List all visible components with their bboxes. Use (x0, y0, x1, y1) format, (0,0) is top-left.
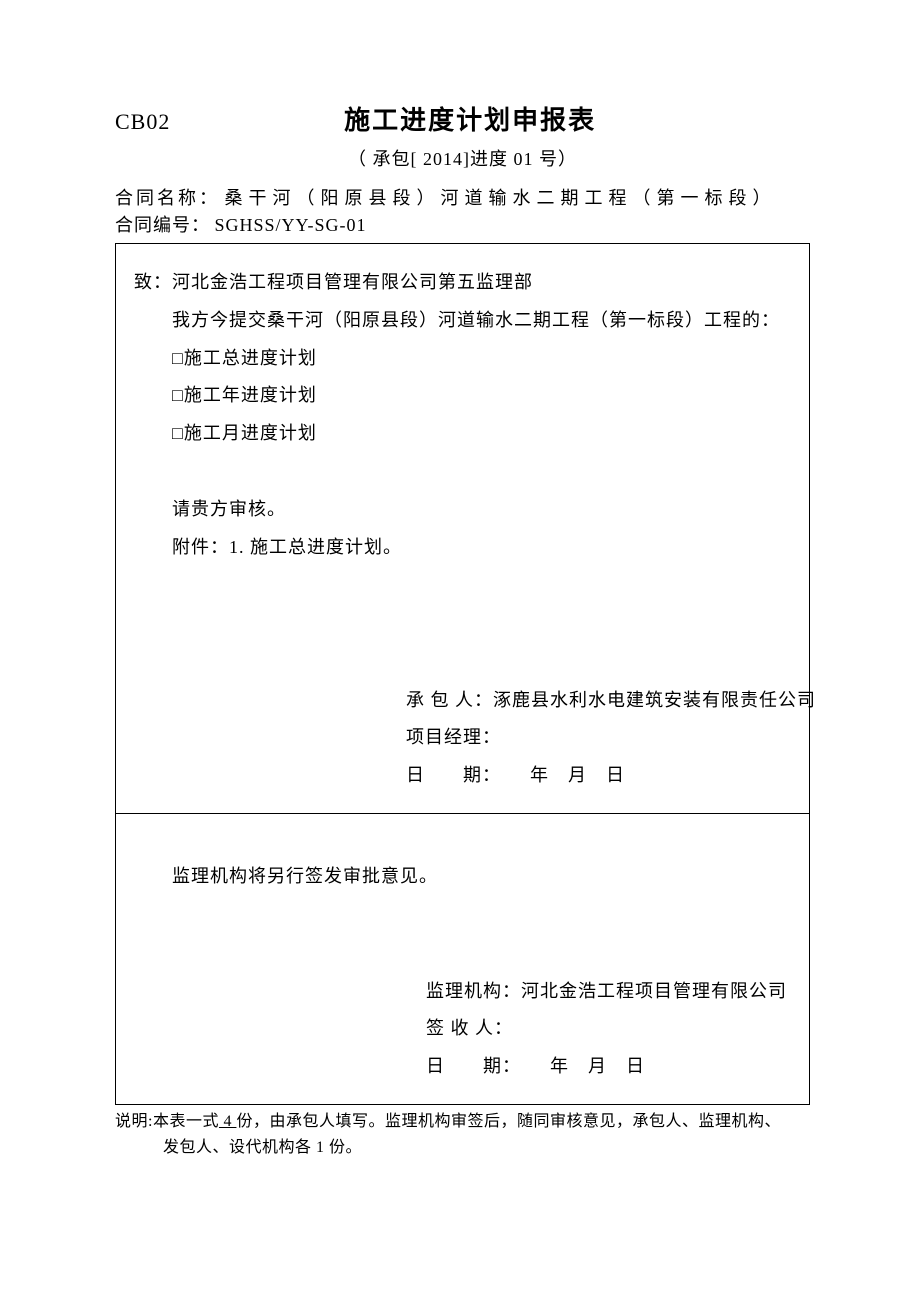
org-value: 河北金浩工程项目管理有限公司 (521, 981, 787, 1001)
contractor-label: 承 包 人： (406, 690, 493, 710)
section-bottom: 监理机构将另行签发审批意见。 监理机构：河北金浩工程项目管理有限公司 签 收 人… (116, 814, 809, 1104)
option-2: □施工年进度计划 (134, 377, 791, 415)
pm-label: 项目经理： (406, 727, 501, 747)
gap (134, 453, 791, 491)
org-label: 监理机构： (426, 981, 521, 1001)
option-1: □施工总进度计划 (134, 340, 791, 378)
note-copies: 4 (219, 1113, 237, 1130)
header-row: CB02 施工进度计划申报表 (115, 100, 810, 137)
attachment-line: 附件：1. 施工总进度计划。 (134, 529, 791, 567)
submit-line: 我方今提交桑干河（阳原县段）河道输水二期工程（第一标段）工程的： (134, 302, 791, 340)
date-value-bottom: 年 月 日 (512, 1056, 645, 1076)
to-line: 致：河北金浩工程项目管理有限公司第五监理部 (134, 264, 791, 302)
contract-num-label: 合同编号： (115, 215, 210, 235)
pm-row: 项目经理： (406, 719, 816, 757)
contract-name-value: 桑干河（阳原县段）河道输水二期工程（第一标段） (225, 188, 777, 208)
date-value-top: 年 月 日 (492, 765, 625, 785)
contract-name-label: 合同名称： (115, 188, 220, 208)
contract-num-row: 合同编号： SGHSS/YY-SG-01 (115, 212, 810, 239)
supervision-sig-block: 监理机构：河北金浩工程项目管理有限公司 签 收 人： 日 期： 年 月 日 (426, 973, 787, 1086)
option-3: □施工月进度计划 (134, 415, 791, 453)
org-row: 监理机构：河北金浩工程项目管理有限公司 (426, 973, 787, 1011)
subtitle: （ 承包[ 2014]进度 01 号） (115, 145, 810, 171)
date-label-bottom: 日 期： (426, 1056, 512, 1076)
request-line: 请贵方审核。 (134, 491, 791, 529)
note: 说明:本表一式 4 份，由承包人填写。监理机构审签后，随同审核意见，承包人、监理… (115, 1109, 810, 1160)
note-1b: 份，由承包人填写。监理机构审签后，随同审核意见，承包人、监理机构、 (236, 1113, 781, 1130)
gap-2 (134, 834, 791, 858)
note-line-2: 发包人、设代机构各 1 份。 (115, 1135, 810, 1161)
contractor-sig-block: 承 包 人：涿鹿县水利水电建筑安装有限责任公司 项目经理： 日 期： 年 月 日 (406, 682, 816, 795)
contract-info: 合同名称： 桑干河（阳原县段）河道输水二期工程（第一标段） 合同编号： SGHS… (115, 185, 810, 239)
receiver-row: 签 收 人： (426, 1010, 787, 1048)
contract-name-row: 合同名称： 桑干河（阳原县段）河道输水二期工程（第一标段） (115, 185, 810, 212)
note-1a: 说明:本表一式 (115, 1113, 219, 1130)
contractor-row: 承 包 人：涿鹿县水利水电建筑安装有限责任公司 (406, 682, 816, 720)
supervision-text: 监理机构将另行签发审批意见。 (134, 858, 791, 896)
page-title: 施工进度计划申报表 (130, 100, 810, 137)
note-line-1: 说明:本表一式 4 份，由承包人填写。监理机构审签后，随同审核意见，承包人、监理… (115, 1109, 810, 1135)
receiver-label: 签 收 人： (426, 1018, 513, 1038)
contract-num-value: SGHSS/YY-SG-01 (215, 215, 367, 235)
date-row-bottom: 日 期： 年 月 日 (426, 1048, 787, 1086)
date-label-top: 日 期： (406, 765, 492, 785)
contractor-value: 涿鹿县水利水电建筑安装有限责任公司 (493, 690, 816, 710)
main-box: 致：河北金浩工程项目管理有限公司第五监理部 我方今提交桑干河（阳原县段）河道输水… (115, 243, 810, 1105)
section-top: 致：河北金浩工程项目管理有限公司第五监理部 我方今提交桑干河（阳原县段）河道输水… (116, 244, 809, 814)
date-row-top: 日 期： 年 月 日 (406, 757, 816, 795)
